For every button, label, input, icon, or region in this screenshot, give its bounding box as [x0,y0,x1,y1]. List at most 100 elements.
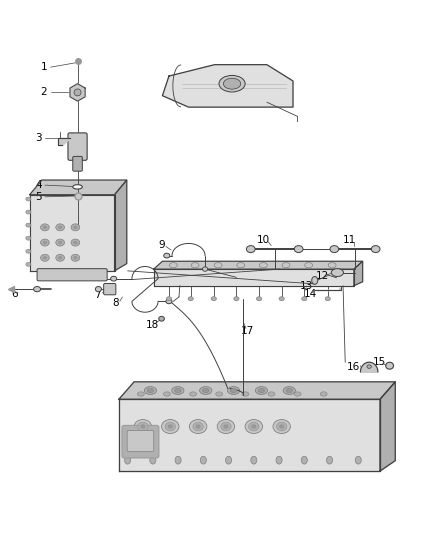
Text: 9: 9 [158,240,165,250]
Ellipse shape [355,456,361,464]
Polygon shape [154,261,363,269]
Ellipse shape [41,254,49,261]
Ellipse shape [175,389,181,393]
Ellipse shape [73,225,78,229]
Text: 1: 1 [41,62,47,72]
Ellipse shape [74,89,81,96]
Ellipse shape [320,392,327,396]
Ellipse shape [145,386,156,394]
Ellipse shape [26,223,31,227]
Ellipse shape [172,386,184,394]
Ellipse shape [202,389,209,393]
Ellipse shape [170,263,177,268]
Polygon shape [119,382,395,399]
Ellipse shape [200,386,212,394]
Ellipse shape [166,299,172,304]
Text: 5: 5 [35,192,42,202]
Ellipse shape [147,389,154,393]
Ellipse shape [214,263,222,268]
Ellipse shape [71,254,80,261]
Ellipse shape [273,419,290,433]
Ellipse shape [111,276,117,281]
Ellipse shape [282,263,290,268]
Ellipse shape [58,256,62,260]
Ellipse shape [26,249,31,253]
Ellipse shape [124,456,131,464]
Ellipse shape [302,297,307,301]
Ellipse shape [371,246,380,253]
Ellipse shape [140,424,145,429]
FancyBboxPatch shape [73,156,82,171]
Ellipse shape [279,424,284,429]
Ellipse shape [43,241,47,244]
Ellipse shape [325,297,330,301]
Polygon shape [380,382,395,471]
Ellipse shape [249,422,259,431]
Polygon shape [360,362,378,372]
Ellipse shape [195,424,201,429]
Ellipse shape [247,246,255,253]
Ellipse shape [312,277,318,284]
Ellipse shape [367,365,371,368]
Ellipse shape [26,236,31,240]
Ellipse shape [328,263,336,268]
Ellipse shape [331,269,343,277]
Ellipse shape [330,246,339,253]
Ellipse shape [165,422,176,431]
Ellipse shape [219,76,245,92]
Ellipse shape [223,78,241,89]
Ellipse shape [71,224,80,231]
Text: 11: 11 [343,235,356,245]
Ellipse shape [26,210,31,214]
Ellipse shape [189,419,207,433]
Ellipse shape [138,392,145,396]
Ellipse shape [26,197,31,201]
Ellipse shape [279,297,284,301]
Text: 8: 8 [112,298,119,309]
Text: 2: 2 [41,87,47,98]
Ellipse shape [43,225,47,229]
Ellipse shape [276,456,282,464]
Ellipse shape [58,241,62,244]
Ellipse shape [134,419,152,433]
FancyBboxPatch shape [68,133,87,160]
Ellipse shape [326,456,332,464]
Ellipse shape [217,419,235,433]
Ellipse shape [305,263,313,268]
Ellipse shape [226,456,232,464]
Ellipse shape [175,456,181,464]
Ellipse shape [202,267,208,271]
Ellipse shape [150,456,156,464]
FancyBboxPatch shape [127,431,154,451]
Ellipse shape [164,253,170,258]
Text: 3: 3 [35,133,42,143]
Ellipse shape [73,241,78,244]
Polygon shape [30,180,127,195]
Polygon shape [154,269,354,286]
Ellipse shape [256,297,261,301]
Ellipse shape [138,422,148,431]
Text: 14: 14 [304,289,317,300]
Text: 12: 12 [316,271,329,281]
Ellipse shape [71,239,80,246]
Ellipse shape [242,392,249,396]
Ellipse shape [223,424,229,429]
Ellipse shape [159,316,164,321]
Ellipse shape [258,389,265,393]
Ellipse shape [41,239,49,246]
Text: 7: 7 [94,290,100,300]
Text: 6: 6 [11,289,18,300]
Ellipse shape [58,225,62,229]
Polygon shape [58,138,70,144]
Ellipse shape [234,297,239,301]
Ellipse shape [259,263,267,268]
Ellipse shape [163,392,170,396]
Ellipse shape [168,424,173,429]
Ellipse shape [268,392,275,396]
Ellipse shape [56,224,64,231]
Text: 15: 15 [373,357,386,367]
Ellipse shape [283,386,295,394]
Ellipse shape [200,456,206,464]
Polygon shape [315,288,341,290]
Ellipse shape [211,297,216,301]
